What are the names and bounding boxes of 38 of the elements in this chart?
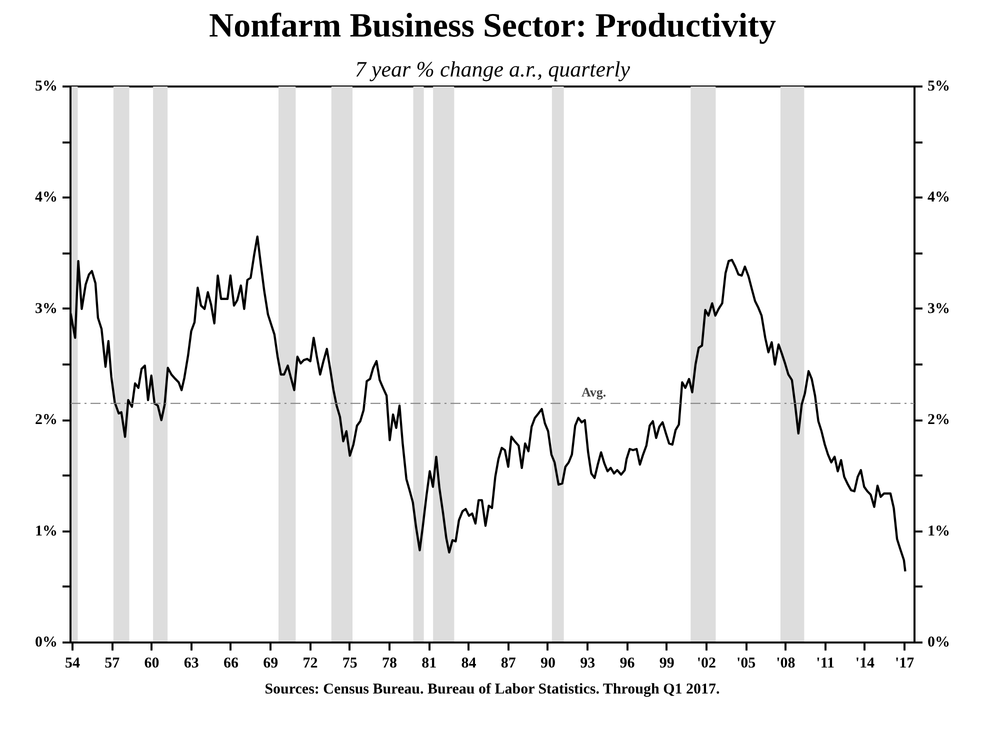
- x-tick-label: '17: [895, 656, 915, 672]
- y2-tick-label: 2%: [928, 412, 950, 428]
- x-tick-label: 87: [500, 656, 516, 672]
- x-tick-label: 54: [64, 656, 80, 672]
- chart-title: Nonfarm Business Sector: Productivity: [209, 8, 776, 44]
- y2-tick-label: 0%: [928, 634, 950, 650]
- y-tick-label: 2%: [35, 412, 58, 428]
- x-tick-label: 72: [302, 656, 318, 672]
- x-tick-label: '05: [736, 656, 756, 672]
- x-tick-label: 60: [144, 656, 160, 672]
- y-tick-label: 4%: [35, 190, 58, 206]
- x-tick-label: '08: [776, 656, 796, 672]
- x-tick-label: 90: [540, 656, 556, 672]
- y-tick-label: 0%: [35, 634, 58, 650]
- x-tick-label: 93: [580, 656, 596, 672]
- x-tick-label: 99: [659, 656, 674, 672]
- y-tick-label: 1%: [35, 523, 58, 540]
- ref-line-label: Avg.: [581, 384, 606, 400]
- y2-tick-label: 5%: [928, 78, 950, 94]
- x-tick-label: 81: [422, 656, 437, 672]
- x-tick-label: 57: [104, 656, 120, 672]
- y2-tick-label: 1%: [928, 523, 950, 540]
- y2-tick-label: 3%: [928, 300, 950, 317]
- x-tick-label: 75: [342, 656, 358, 672]
- x-tick-label: 63: [184, 656, 199, 672]
- source-note: Sources: Census Bureau. Bureau of Labor Statistics. Through Q1 2017.: [264, 682, 720, 698]
- y-tick-label: 5%: [35, 78, 58, 94]
- x-tick-label: 69: [263, 656, 278, 672]
- x-tick-label: 78: [382, 656, 397, 672]
- y2-tick-label: 4%: [928, 190, 950, 206]
- x-tick-label: '14: [855, 656, 876, 672]
- x-tick-label: '11: [816, 656, 835, 672]
- x-tick-label: 66: [223, 656, 239, 672]
- x-tick-label: 84: [461, 656, 477, 672]
- chart-subtitle: 7 year % change a.r., quarterly: [355, 56, 630, 82]
- y-tick-label: 3%: [35, 300, 58, 317]
- x-tick-label: 96: [620, 656, 636, 672]
- x-tick-label: '02: [696, 656, 716, 672]
